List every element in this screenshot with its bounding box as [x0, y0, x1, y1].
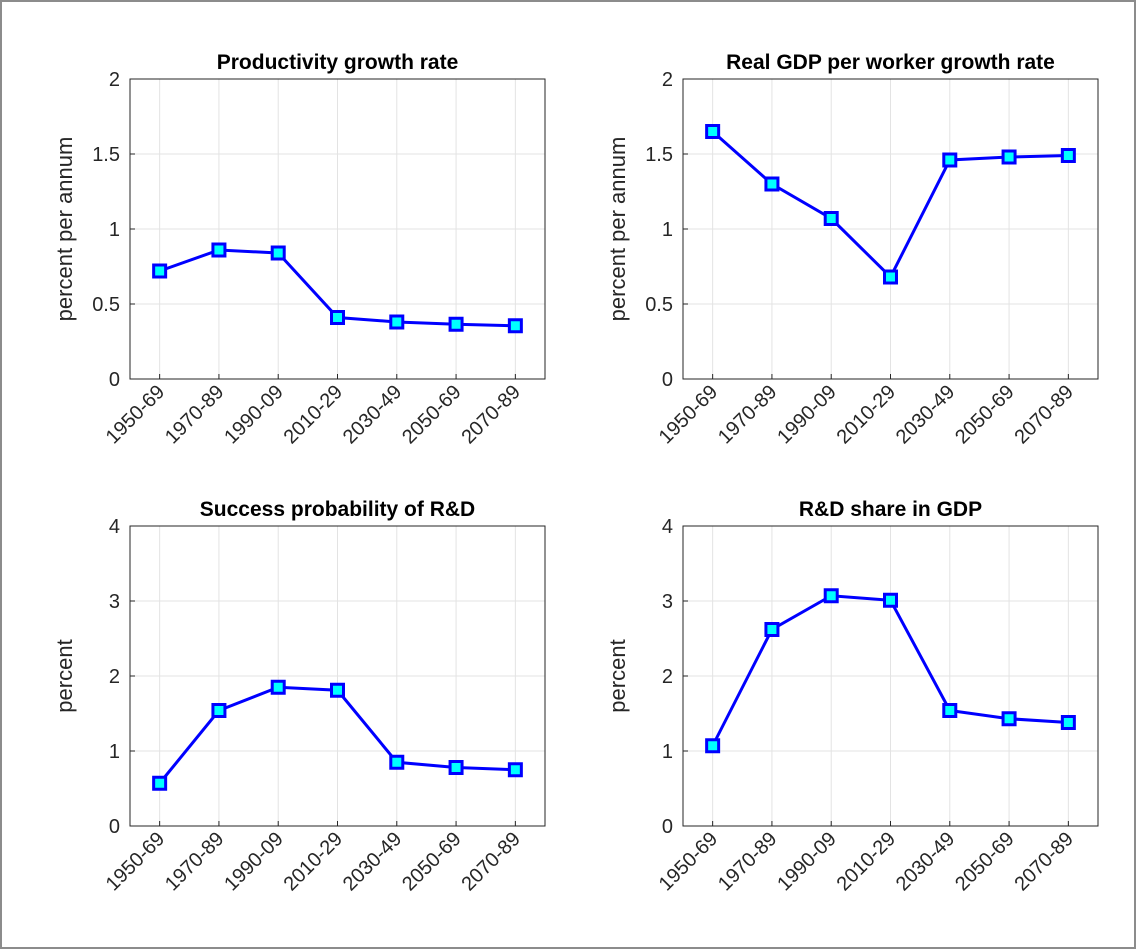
data-marker — [1001, 149, 1017, 165]
y-tick-label: 1 — [662, 219, 673, 241]
y-tick-label: 0.5 — [92, 294, 120, 316]
data-marker — [211, 703, 227, 718]
data-marker — [211, 242, 227, 258]
y-tick-label: 1 — [109, 219, 120, 241]
y-tick-label: 1 — [662, 741, 673, 763]
chart-title: Success probability of R&D — [200, 498, 475, 521]
data-marker — [330, 682, 345, 698]
y-axis-label: percent — [605, 639, 630, 712]
y-axis-label: percent per annum — [605, 137, 630, 322]
y-tick-label: 1.5 — [92, 144, 120, 166]
data-marker — [823, 211, 839, 226]
chart-title: Productivity growth rate — [217, 51, 459, 74]
data-marker — [448, 316, 464, 332]
y-axis-label: percent — [52, 639, 77, 712]
data-marker — [883, 592, 898, 608]
data-marker — [507, 318, 523, 334]
data-marker — [389, 314, 405, 330]
data-marker — [883, 269, 898, 285]
data-marker — [764, 176, 780, 192]
data-marker — [152, 263, 168, 279]
data-marker — [507, 762, 523, 778]
data-marker — [448, 760, 464, 775]
data-marker — [1060, 148, 1076, 163]
axes-box — [682, 525, 1099, 827]
y-tick-label: 4 — [109, 516, 120, 538]
y-tick-label: 2 — [109, 666, 120, 688]
y-tick-label: 4 — [662, 516, 673, 538]
data-marker — [330, 310, 345, 325]
data-marker — [152, 775, 168, 791]
data-marker — [705, 738, 721, 754]
y-tick-label: 1 — [109, 741, 120, 763]
y-tick-label: 2 — [662, 69, 673, 91]
y-tick-label: 1.5 — [645, 144, 673, 166]
data-marker — [764, 622, 780, 637]
y-axis-label: percent per annum — [52, 137, 77, 322]
y-tick-label: 2 — [109, 69, 120, 91]
data-marker — [823, 588, 839, 604]
axes-box — [129, 78, 546, 380]
y-tick-label: 3 — [109, 591, 120, 613]
y-tick-label: 0 — [662, 816, 673, 838]
data-marker — [270, 679, 286, 695]
y-tick-label: 0 — [109, 816, 120, 838]
axes-box — [129, 525, 546, 827]
data-marker — [270, 245, 286, 261]
y-tick-label: 2 — [662, 666, 673, 688]
data-marker — [1001, 711, 1017, 727]
data-marker — [389, 754, 405, 770]
y-tick-label: 3 — [662, 591, 673, 613]
chart-title: R&D share in GDP — [799, 498, 982, 521]
data-marker — [1060, 715, 1076, 730]
axes-box — [682, 78, 1099, 380]
data-marker — [942, 703, 958, 718]
y-tick-label: 0 — [662, 369, 673, 391]
y-tick-label: 0.5 — [645, 294, 673, 316]
data-marker — [942, 152, 958, 168]
y-tick-label: 0 — [109, 369, 120, 391]
chart-title: Real GDP per worker growth rate — [726, 51, 1055, 74]
data-marker — [705, 124, 721, 139]
